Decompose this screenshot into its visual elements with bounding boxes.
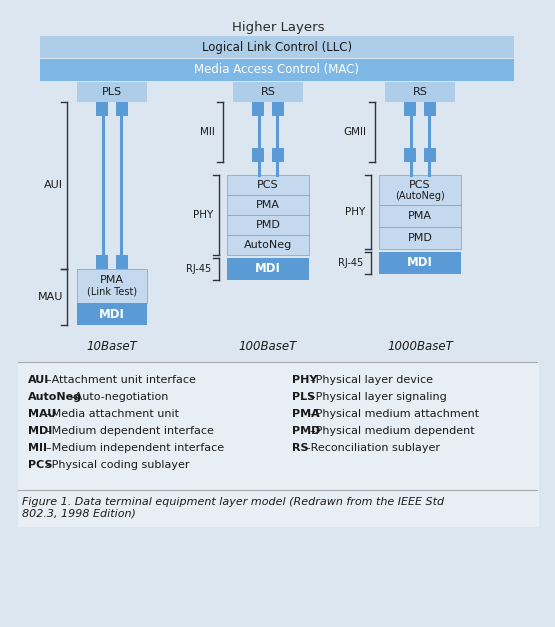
Text: –Physical layer device: –Physical layer device	[310, 375, 433, 385]
Text: PHY: PHY	[292, 375, 317, 385]
Bar	[252, 102, 264, 116]
Bar	[227, 195, 309, 215]
Text: PCS: PCS	[409, 180, 431, 190]
Text: MDI: MDI	[28, 426, 52, 436]
Text: 100BaseT: 100BaseT	[239, 339, 297, 352]
Text: –Medium independent interface: –Medium independent interface	[47, 443, 225, 453]
Text: PHY: PHY	[345, 207, 365, 217]
Text: (AutoNeg): (AutoNeg)	[395, 191, 445, 201]
Text: RJ-45: RJ-45	[186, 264, 211, 274]
Text: –Physical layer signaling: –Physical layer signaling	[310, 392, 447, 402]
Text: MII: MII	[28, 443, 47, 453]
Text: AUI: AUI	[28, 375, 49, 385]
Text: PLS: PLS	[102, 87, 122, 97]
Text: RS: RS	[412, 87, 427, 97]
Bar	[18, 15, 540, 390]
Bar	[77, 82, 147, 102]
Text: PMD: PMD	[255, 220, 280, 230]
Bar	[379, 227, 461, 249]
Bar	[227, 258, 309, 280]
Text: –Auto-negotiation: –Auto-negotiation	[69, 392, 169, 402]
Text: –Reconciliation sublayer: –Reconciliation sublayer	[305, 443, 440, 453]
Text: PHY: PHY	[193, 210, 213, 220]
Text: Higher Layers: Higher Layers	[232, 21, 324, 33]
Bar	[385, 82, 455, 102]
Text: RJ-45: RJ-45	[339, 258, 364, 268]
Text: –Physical medium dependent: –Physical medium dependent	[310, 426, 475, 436]
Bar	[424, 148, 436, 162]
Bar	[404, 148, 416, 162]
Bar	[116, 255, 128, 269]
Text: Media Access Control (MAC): Media Access Control (MAC)	[194, 63, 360, 76]
Bar	[272, 148, 284, 162]
Text: –Medium dependent interface: –Medium dependent interface	[47, 426, 214, 436]
Bar	[40, 59, 514, 81]
Bar	[18, 362, 539, 527]
Bar	[379, 252, 461, 274]
Text: PMD: PMD	[292, 426, 320, 436]
Text: PMA: PMA	[100, 275, 124, 285]
Text: –Physical medium attachment: –Physical medium attachment	[310, 409, 480, 419]
Text: –Attachment unit interface: –Attachment unit interface	[47, 375, 196, 385]
Text: GMII: GMII	[344, 127, 366, 137]
Bar	[40, 36, 514, 58]
Text: AUI: AUI	[43, 180, 63, 190]
Text: MDI: MDI	[255, 263, 281, 275]
Bar	[116, 102, 128, 116]
Text: (Link Test): (Link Test)	[87, 287, 137, 297]
Text: Figure 1. Data terminal equipment layer model (Redrawn from the IEEE Std
802.3, : Figure 1. Data terminal equipment layer …	[22, 497, 444, 519]
Bar	[227, 175, 309, 195]
Text: Logical Link Control (LLC): Logical Link Control (LLC)	[202, 41, 352, 53]
Text: RS: RS	[292, 443, 309, 453]
Bar	[233, 82, 303, 102]
Text: RS: RS	[260, 87, 275, 97]
Text: 1000BaseT: 1000BaseT	[387, 339, 453, 352]
Bar	[227, 215, 309, 235]
Bar	[252, 148, 264, 162]
Text: –Physical coding sublayer: –Physical coding sublayer	[47, 460, 190, 470]
Bar	[77, 269, 147, 303]
Text: AutoNeg: AutoNeg	[244, 240, 292, 250]
Text: MII: MII	[200, 127, 214, 137]
Text: PMD: PMD	[407, 233, 432, 243]
Bar	[77, 303, 147, 325]
Bar	[272, 102, 284, 116]
Text: PMA: PMA	[292, 409, 320, 419]
Text: PCS: PCS	[257, 180, 279, 190]
Bar	[379, 175, 461, 205]
Bar	[96, 102, 108, 116]
Text: PCS: PCS	[28, 460, 53, 470]
Text: PMA: PMA	[256, 200, 280, 210]
Bar	[424, 102, 436, 116]
Text: –Media attachment unit: –Media attachment unit	[47, 409, 179, 419]
Text: MAU: MAU	[28, 409, 56, 419]
Text: MAU: MAU	[38, 292, 64, 302]
Bar	[227, 235, 309, 255]
Text: AutoNeg: AutoNeg	[28, 392, 82, 402]
Text: PMA: PMA	[408, 211, 432, 221]
Text: PLS: PLS	[292, 392, 315, 402]
Text: MDI: MDI	[407, 256, 433, 270]
Text: 10BaseT: 10BaseT	[87, 339, 138, 352]
Bar	[379, 205, 461, 227]
Text: MDI: MDI	[99, 307, 125, 320]
Bar	[404, 102, 416, 116]
Bar	[96, 255, 108, 269]
